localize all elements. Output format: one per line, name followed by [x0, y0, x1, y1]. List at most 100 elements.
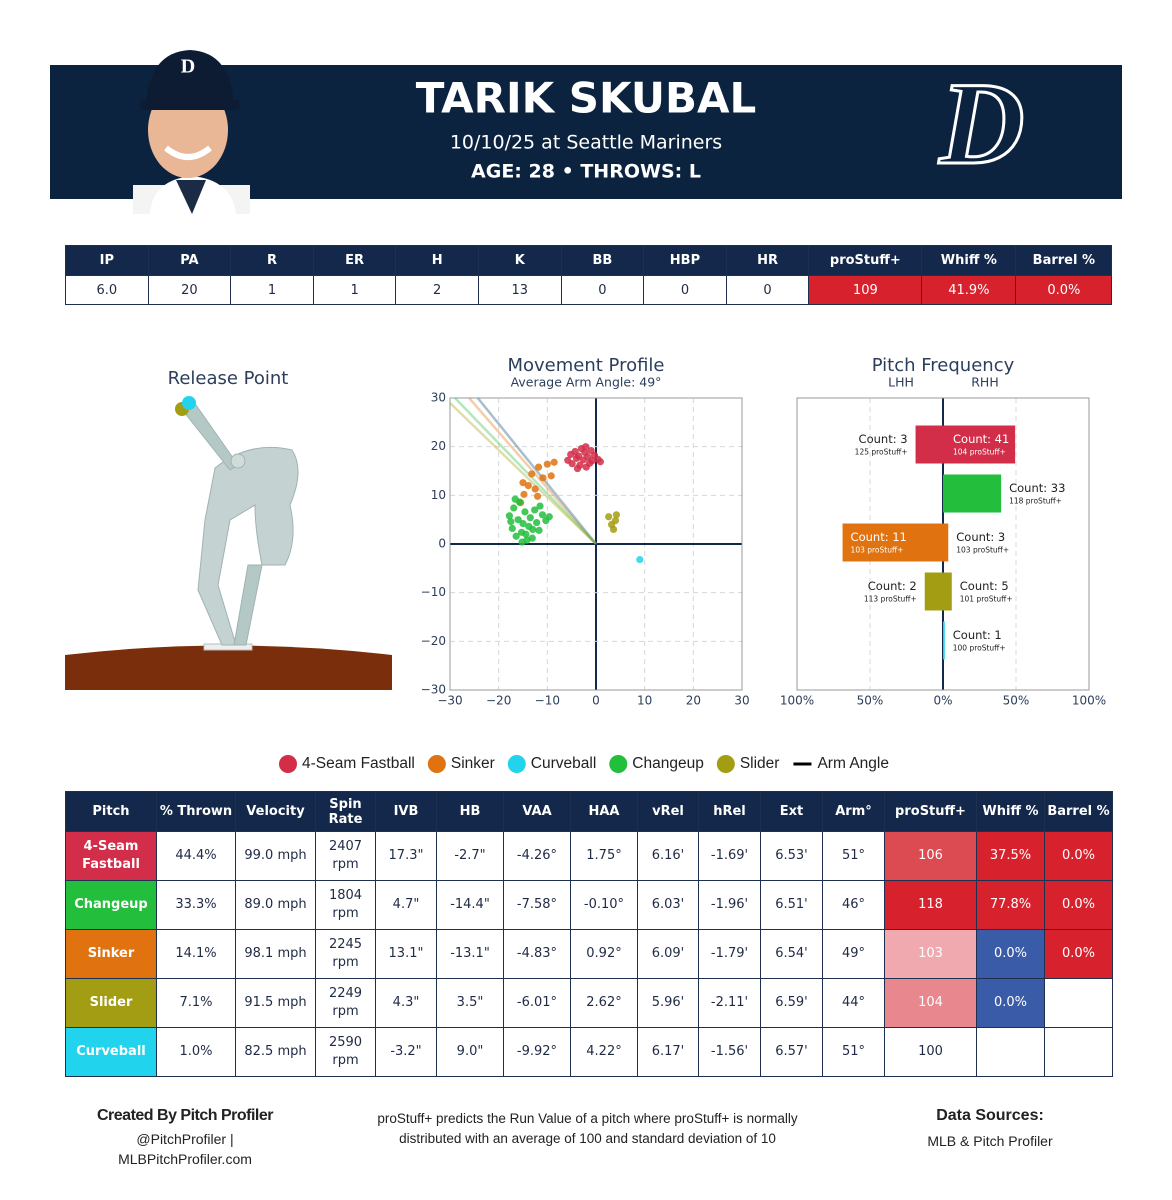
- arm-angle-line: [476, 397, 597, 545]
- x-tick-label: 50%: [1003, 694, 1030, 708]
- pitch-cell: 9.0": [436, 1027, 504, 1077]
- pitch-cell: -4.26°: [503, 831, 571, 881]
- pitch-cell: 6.54': [760, 929, 823, 979]
- column-header: HR: [725, 245, 810, 276]
- column-header: HBP: [643, 245, 727, 276]
- stuff-label: 103 proStuff+: [851, 546, 904, 555]
- pitch-cell: -1.96': [698, 880, 761, 930]
- pitch-cell: 2.62°: [570, 978, 638, 1028]
- legend-marker: [609, 755, 628, 773]
- pitch-cell: 6.16': [637, 831, 699, 881]
- column-header: Velocity: [235, 791, 316, 832]
- stuff-label: 100 proStuff+: [953, 644, 1006, 653]
- pitch-point: [636, 555, 644, 564]
- pitch-cell: 17.3": [375, 831, 437, 881]
- x-tick-label: −30: [437, 694, 462, 708]
- column-header: HB: [436, 791, 504, 832]
- pitch-table: Pitch% Thrown Velocity Spin Rate IVB HB VAA HA…: [65, 791, 1113, 1077]
- legend-label: Slider: [740, 755, 780, 772]
- column-header: Whiff %: [976, 791, 1045, 832]
- pitch-point: [609, 525, 618, 534]
- legend-label: 4-Seam Fastball: [302, 755, 415, 772]
- column-header: IVB: [375, 791, 437, 832]
- column-header: Pitch: [65, 791, 157, 832]
- column-header: HAA: [570, 791, 638, 832]
- column-header: ER: [312, 245, 397, 276]
- pitch-cell: 106: [884, 831, 977, 881]
- pitch-point: [534, 492, 542, 500]
- frequency-bar: [842, 523, 943, 562]
- credit-handle: @PitchProfiler |: [136, 1131, 234, 1147]
- count-label: Count: 1: [953, 628, 1002, 642]
- release-figure: [65, 396, 392, 690]
- pitch-cell: 44°: [822, 978, 885, 1028]
- pitch-cell: -1.79': [698, 929, 761, 979]
- player-photo: D: [133, 50, 250, 214]
- column-header: K: [477, 245, 562, 276]
- stuff-label: 118 proStuff+: [1009, 497, 1062, 506]
- value-row: 6.0 20 1 1 2 13 0 0 0 109 41.9% 0.0%: [65, 275, 1113, 305]
- column-header: Whiff %: [921, 245, 1017, 276]
- pitch-cell: 6.57': [760, 1027, 823, 1077]
- pitch-point: [573, 464, 582, 473]
- pitch-point: [535, 526, 543, 534]
- legend-label: Sinker: [451, 755, 495, 772]
- pitch-name: Curveball: [65, 1027, 157, 1077]
- footer-sources: Data Sources: MLB & Pitch Profiler: [900, 1107, 1080, 1149]
- stat-cell: 1: [230, 275, 314, 305]
- frequency-bar: [943, 425, 1016, 464]
- pitch-cell: -13.1": [436, 929, 504, 979]
- frequency-bar: [943, 523, 949, 562]
- side-label: LHH: [888, 375, 914, 390]
- stat-cell: 0: [643, 275, 727, 305]
- pitch-cell: -9.92°: [503, 1027, 571, 1077]
- pitch-cell: 4.7": [375, 880, 437, 930]
- player-bio: AGE: 28 • THROWS: L: [471, 161, 701, 183]
- pitch-point: [587, 446, 595, 455]
- pitch-name: Sinker: [65, 929, 157, 979]
- pitch-point: [531, 485, 539, 493]
- pitch-point: [531, 506, 539, 514]
- pitch-cell: 0.0%: [976, 929, 1045, 979]
- pitch-point: [596, 458, 604, 466]
- pitch-cell: 6.09': [637, 929, 699, 979]
- pitch-cell: [976, 1027, 1045, 1077]
- pitch-point: [528, 470, 536, 478]
- x-tick-label: 0: [592, 694, 600, 708]
- x-tick-label: 100%: [1072, 694, 1106, 708]
- pitch-point: [582, 443, 590, 451]
- pitch-point: [568, 460, 576, 468]
- y-tick-label: 30: [431, 391, 446, 405]
- pitch-cell: 100: [884, 1027, 977, 1077]
- pitch-point: [528, 534, 536, 542]
- pitch-cell: 103: [884, 929, 977, 979]
- game-info: 10/10/25 at Seattle Mariners: [450, 132, 722, 154]
- pitch-cell: 2245 rpm: [315, 929, 376, 979]
- pitch-cell: 7.1%: [156, 978, 236, 1028]
- frequency-bar: [943, 621, 945, 660]
- pitch-cell: -14.4": [436, 880, 504, 930]
- stat-cell: 0.0%: [1015, 275, 1113, 305]
- column-header: Barrel %: [1015, 245, 1113, 276]
- pitch-cell: 37.5%: [976, 831, 1045, 881]
- pitch-point: [539, 474, 547, 482]
- pitch-cell: -2.7": [436, 831, 504, 881]
- pitch-point: [510, 504, 518, 512]
- pitch-cell: 0.92°: [570, 929, 638, 979]
- pitch-point: [588, 457, 596, 465]
- pitch-point: [605, 513, 613, 521]
- pitch-cell: 6.03': [637, 880, 699, 930]
- plot-border: [796, 397, 1090, 691]
- pitch-cell: -7.58°: [503, 880, 571, 930]
- count-label: Count: 3: [956, 530, 1005, 544]
- pitch-cell: 0.0%: [1044, 831, 1113, 881]
- stat-cell: 2: [395, 275, 479, 305]
- pitch-cell: 1.75°: [570, 831, 638, 881]
- pitch-cell: 51°: [822, 1027, 885, 1077]
- pitch-point: [550, 458, 558, 466]
- pitch-point: [612, 511, 621, 519]
- pitch-name: 4-Seam Fastball: [65, 831, 157, 881]
- column-header: vRel: [637, 791, 699, 832]
- column-header: VAA: [503, 791, 571, 832]
- stuff-label: 104 proStuff+: [953, 448, 1006, 457]
